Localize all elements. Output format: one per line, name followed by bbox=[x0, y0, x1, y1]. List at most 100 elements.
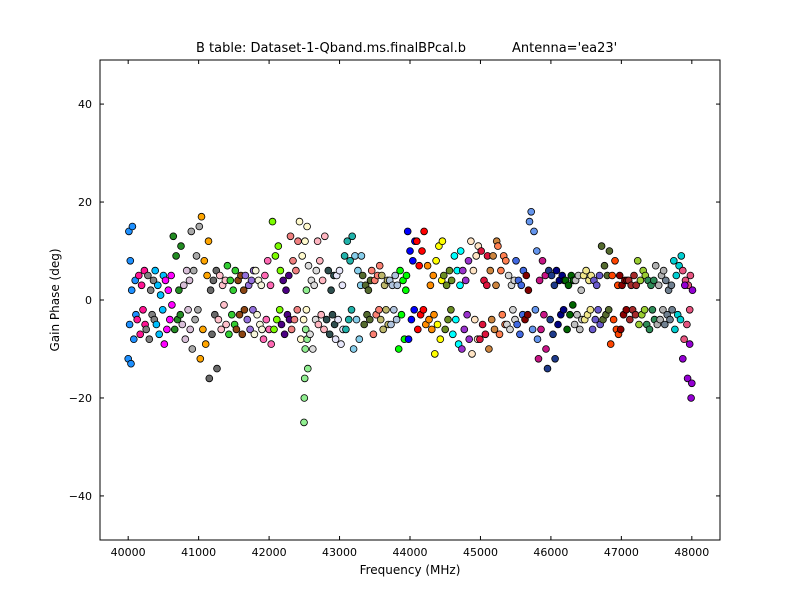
data-point-5-0 bbox=[169, 232, 178, 241]
series-33 bbox=[412, 227, 428, 334]
data-point-25-5 bbox=[347, 305, 356, 314]
data-point-47-3 bbox=[538, 256, 547, 265]
data-point-19-1 bbox=[296, 335, 305, 344]
data-point-45-5 bbox=[532, 247, 541, 255]
data-point-57-6 bbox=[632, 281, 640, 290]
data-point-30-6 bbox=[393, 281, 402, 290]
data-point-40-0 bbox=[476, 335, 484, 344]
data-point-10-0 bbox=[214, 315, 223, 324]
data-point-38-2 bbox=[460, 325, 469, 334]
data-point-25-0 bbox=[340, 252, 349, 260]
data-point-25-2 bbox=[343, 237, 352, 246]
series-2 bbox=[142, 271, 159, 344]
series-7 bbox=[187, 222, 204, 353]
data-point-4-0 bbox=[160, 340, 169, 348]
data-point-10-1 bbox=[216, 271, 224, 280]
data-point-0-2 bbox=[125, 320, 134, 329]
data-point-28-0 bbox=[367, 266, 376, 275]
data-point-62-0 bbox=[669, 256, 678, 265]
x-tick-label: 42000 bbox=[252, 546, 287, 559]
data-point-38-0 bbox=[458, 345, 466, 353]
data-point-61-5 bbox=[667, 281, 676, 290]
data-point-19-3 bbox=[299, 315, 308, 324]
data-point-12-6 bbox=[240, 305, 249, 314]
data-point-10-4 bbox=[220, 301, 228, 309]
data-point-18-3 bbox=[290, 315, 299, 324]
series-34 bbox=[421, 261, 438, 334]
data-point-21-6 bbox=[312, 266, 321, 275]
data-point-63-5 bbox=[685, 305, 694, 314]
data-point-20-2 bbox=[300, 374, 309, 383]
data-point-60-5 bbox=[659, 305, 667, 314]
data-point-0-6 bbox=[128, 222, 137, 231]
series-42 bbox=[494, 242, 510, 339]
data-point-3-0 bbox=[151, 266, 160, 275]
chart-subtitle: Antenna='ea23' bbox=[512, 41, 617, 56]
series-16 bbox=[268, 217, 285, 334]
data-point-60-2 bbox=[654, 281, 663, 290]
data-point-46-1 bbox=[522, 271, 531, 280]
data-point-6-3 bbox=[182, 266, 191, 275]
data-point-47-2 bbox=[537, 325, 545, 334]
data-point-2-2 bbox=[145, 335, 154, 344]
data-point-4-3 bbox=[164, 286, 173, 295]
data-point-64-0 bbox=[678, 354, 687, 363]
data-point-57-5 bbox=[631, 310, 640, 319]
data-point-26-4 bbox=[355, 335, 364, 344]
data-point-35-0 bbox=[430, 350, 439, 358]
data-point-46-2 bbox=[523, 310, 532, 319]
data-point-59-2 bbox=[645, 325, 654, 334]
data-point-60-3 bbox=[656, 315, 664, 324]
data-point-36-3 bbox=[444, 315, 452, 324]
data-point-43-2 bbox=[506, 325, 514, 334]
data-point-58-1 bbox=[635, 320, 643, 329]
data-point-24-2 bbox=[334, 315, 342, 324]
data-point-15-6 bbox=[267, 340, 276, 348]
data-point-8-3 bbox=[200, 256, 209, 265]
data-point-27-4 bbox=[364, 286, 373, 295]
data-point-19-2 bbox=[298, 252, 307, 260]
data-point-42-0 bbox=[494, 242, 502, 250]
series-20 bbox=[300, 286, 312, 427]
data-point-50-1 bbox=[563, 325, 571, 334]
data-point-9-6 bbox=[213, 364, 221, 373]
data-point-13-4 bbox=[247, 276, 256, 285]
data-point-41-0 bbox=[485, 345, 493, 353]
series-10 bbox=[214, 271, 230, 334]
data-point-6-6 bbox=[186, 325, 195, 334]
data-point-8-0 bbox=[196, 354, 205, 363]
data-point-50-5 bbox=[568, 301, 577, 309]
data-point-53-0 bbox=[588, 325, 597, 334]
data-point-2-1 bbox=[144, 271, 152, 280]
data-point-18-2 bbox=[289, 256, 297, 265]
data-point-19-5 bbox=[302, 305, 311, 314]
data-point-30-1 bbox=[387, 320, 395, 329]
data-point-18-6 bbox=[294, 237, 302, 246]
data-point-38-3 bbox=[461, 276, 470, 285]
data-point-52-2 bbox=[582, 266, 590, 275]
data-point-38-5 bbox=[464, 256, 473, 265]
data-point-11-3 bbox=[228, 310, 236, 319]
data-point-30-5 bbox=[392, 315, 401, 324]
data-point-11-6 bbox=[231, 266, 240, 275]
data-point-58-5 bbox=[640, 305, 649, 314]
data-point-22-6 bbox=[320, 232, 329, 241]
data-point-34-1 bbox=[423, 261, 432, 270]
data-point-41-4 bbox=[490, 325, 499, 334]
y-axis-label: Gain Phase (deg) bbox=[48, 248, 62, 351]
data-point-3-2 bbox=[154, 281, 162, 290]
series-38 bbox=[458, 256, 474, 353]
data-point-21-0 bbox=[304, 261, 313, 270]
data-point-23-3 bbox=[327, 286, 335, 295]
data-point-7-0 bbox=[187, 227, 196, 236]
data-point-62-1 bbox=[671, 325, 679, 334]
data-point-10-6 bbox=[222, 320, 230, 329]
data-point-17-2 bbox=[280, 330, 289, 339]
data-point-2-3 bbox=[146, 286, 155, 295]
data-point-18-4 bbox=[292, 266, 300, 275]
data-point-24-4 bbox=[337, 340, 345, 348]
data-point-39-0 bbox=[467, 237, 475, 246]
data-point-20-1 bbox=[300, 394, 309, 402]
series-11 bbox=[223, 261, 240, 339]
